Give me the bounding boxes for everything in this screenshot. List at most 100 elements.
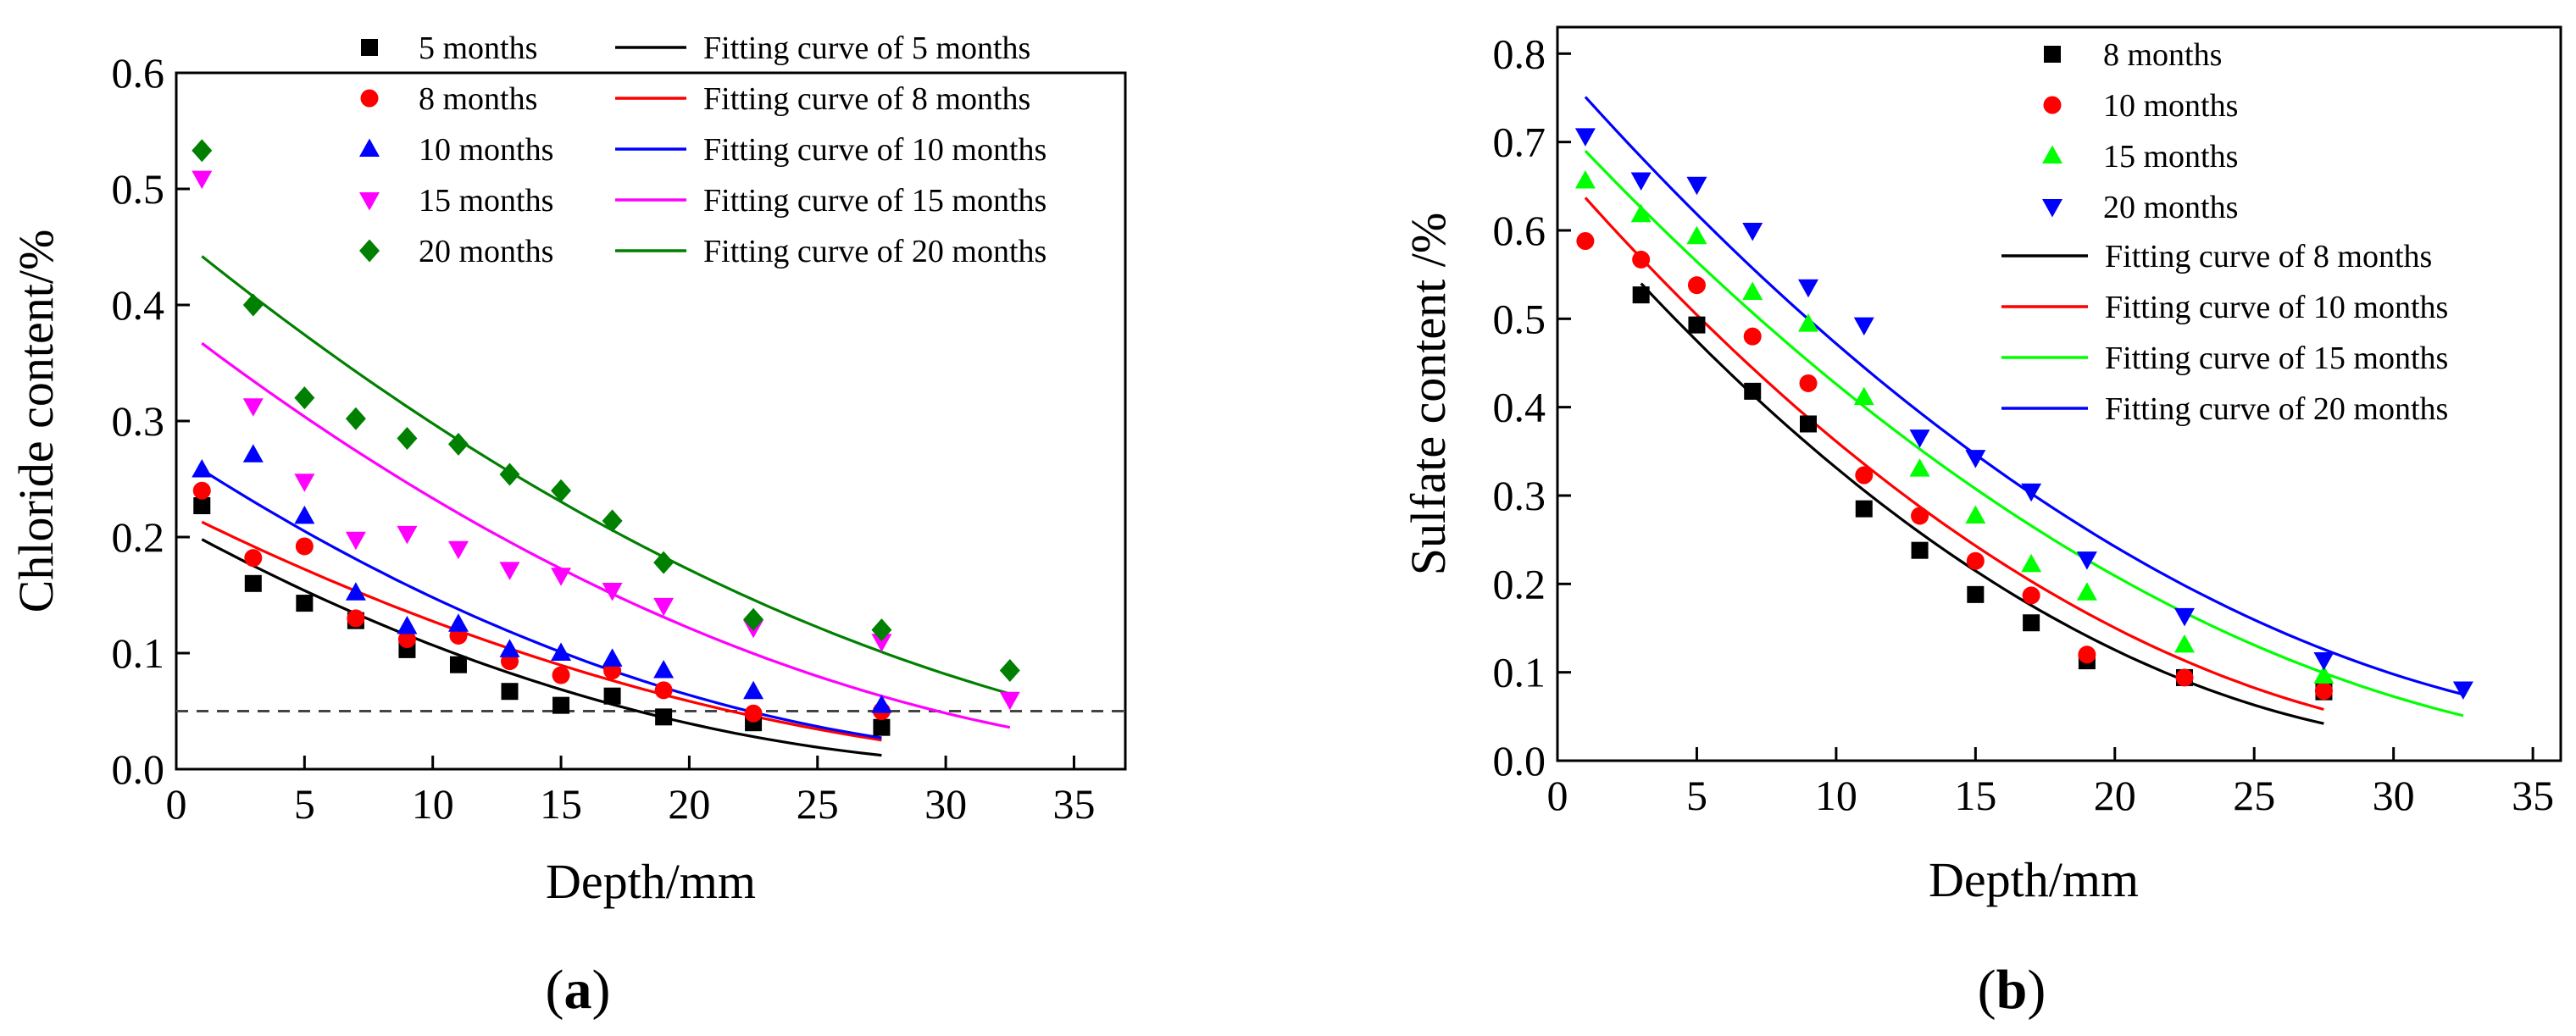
point-20-months bbox=[871, 618, 892, 642]
point-8-months bbox=[244, 549, 263, 568]
legend-label-fitting-curve-of-5-months: Fitting curve of 5 months bbox=[703, 30, 1030, 66]
data-points bbox=[1574, 128, 2473, 701]
y-tick-label: 0.4 bbox=[112, 281, 165, 329]
point-20-months bbox=[1686, 176, 1707, 196]
point-15-months bbox=[1798, 313, 1818, 332]
point-15-months bbox=[653, 597, 675, 617]
legend-label-20-months: 20 months bbox=[419, 234, 553, 269]
y-tick-label: 0.6 bbox=[1493, 207, 1546, 254]
y-tick-label: 0.1 bbox=[112, 629, 165, 677]
point-8-months bbox=[744, 704, 763, 723]
legend-label-fitting-curve-of-10-months: Fitting curve of 10 months bbox=[703, 132, 1046, 168]
panel-letter: a bbox=[564, 959, 592, 1021]
point-10-months bbox=[653, 660, 675, 679]
point-15-months bbox=[1853, 386, 1874, 406]
point-20-months bbox=[294, 386, 315, 410]
point-15-months bbox=[1742, 281, 1763, 301]
y-axis-title: Sulfate content /% bbox=[1401, 213, 1456, 575]
point-20-months bbox=[1630, 172, 1652, 191]
point-15-months bbox=[2313, 665, 2334, 684]
point-20-months bbox=[1742, 222, 1763, 241]
point-5-months bbox=[449, 656, 467, 673]
point-10-months bbox=[345, 582, 366, 601]
y-tick-label: 0.3 bbox=[1493, 472, 1546, 519]
point-15-months bbox=[447, 540, 469, 560]
y-tick-label: 0.0 bbox=[112, 745, 165, 793]
point-10-months bbox=[192, 459, 213, 478]
y-tick-label: 0.5 bbox=[1493, 295, 1546, 342]
point-15-months bbox=[499, 562, 520, 580]
x-tick-label: 30 bbox=[924, 780, 967, 828]
point-15-months bbox=[871, 634, 892, 652]
point-8-months bbox=[1688, 316, 1706, 334]
point-5-months bbox=[244, 574, 262, 592]
point-5-months bbox=[501, 683, 519, 701]
x-tick-label: 10 bbox=[412, 780, 454, 828]
point-20-months bbox=[1909, 429, 1930, 448]
point-15-months bbox=[602, 583, 623, 601]
point-10-months bbox=[1966, 551, 1985, 570]
point-20-months bbox=[447, 432, 469, 456]
point-10-months bbox=[294, 505, 315, 524]
legend-marker-10-months bbox=[359, 138, 380, 157]
panel-letter: b bbox=[1996, 959, 2028, 1021]
point-8-months bbox=[1800, 415, 1817, 433]
legend-label-15-months: 15 months bbox=[419, 183, 553, 219]
point-8-months bbox=[1967, 585, 1985, 603]
x-tick-label: 10 bbox=[1815, 772, 1857, 819]
legend-marker-8-months bbox=[2044, 46, 2061, 63]
x-axis: 0 5 10 15 20 25 30 35 bbox=[166, 756, 1095, 828]
y-tick-label: 0.8 bbox=[1493, 30, 1546, 77]
point-10-months bbox=[2175, 668, 2194, 687]
point-15-months bbox=[999, 691, 1020, 711]
fit-curves bbox=[201, 255, 1011, 757]
point-15-months bbox=[1686, 225, 1707, 245]
y-axis: 0.0 0.1 0.2 0.3 0.4 0.5 0.6 0.7 0.8 bbox=[1493, 30, 1571, 784]
legend-label-fitting-curve-of-8-months: Fitting curve of 8 months bbox=[703, 81, 1030, 117]
point-10-months bbox=[551, 642, 572, 661]
y-tick-label: 0.1 bbox=[1493, 649, 1546, 696]
point-10-months bbox=[499, 639, 520, 657]
legend-label-10-months: 10 months bbox=[419, 132, 553, 168]
point-10-months bbox=[1576, 231, 1595, 250]
legend-label-8-months: 8 months bbox=[419, 81, 537, 117]
point-15-months bbox=[2174, 634, 2195, 653]
legend-label-fitting-curve-of-8-months: Fitting curve of 8 months bbox=[2105, 239, 2432, 274]
point-20-months bbox=[1574, 128, 1596, 147]
legend-marker-10-months bbox=[2043, 96, 2062, 114]
fit-curve-fitting-curve-of-8-months bbox=[201, 520, 882, 742]
legend-marker-15-months bbox=[2042, 145, 2062, 163]
y-tick-label: 0.7 bbox=[1493, 119, 1546, 166]
plot-area-frame bbox=[1556, 25, 2562, 762]
point-10-months bbox=[1743, 327, 1762, 346]
plot-area-frame bbox=[175, 71, 1127, 771]
fit-curve-fitting-curve-of-5-months bbox=[201, 538, 882, 757]
point-8-months bbox=[1632, 286, 1650, 304]
point-10-months bbox=[242, 444, 264, 463]
point-20-months bbox=[743, 607, 764, 631]
legend: 5 months 8 months 10 months 15 months 20 mon… bbox=[359, 30, 1046, 269]
legend-label-10-months: 10 months bbox=[2103, 88, 2238, 124]
point-20-months bbox=[2174, 607, 2195, 627]
y-axis: 0.0 0.1 0.2 0.3 0.4 0.5 0.6 bbox=[112, 49, 190, 793]
point-10-months bbox=[1687, 276, 1706, 295]
x-axis-title: Depth/mm bbox=[1929, 852, 2139, 907]
point-20-months bbox=[653, 551, 675, 574]
point-5-months bbox=[603, 687, 621, 705]
point-5-months bbox=[193, 497, 211, 515]
point-8-months bbox=[1911, 541, 1929, 559]
point-5-months bbox=[552, 696, 570, 714]
point-10-months bbox=[2314, 682, 2333, 701]
point-20-months bbox=[397, 427, 418, 451]
y-tick-label: 0.2 bbox=[1493, 560, 1546, 607]
fit-curve-fitting-curve-of-15-months bbox=[1584, 149, 2464, 717]
point-15-months bbox=[1909, 458, 1930, 477]
point-10-months bbox=[743, 680, 764, 700]
fit-curve-fitting-curve-of-10-months bbox=[1584, 197, 2324, 712]
y-tick-label: 0.0 bbox=[1493, 737, 1546, 784]
data-points bbox=[192, 139, 1020, 736]
point-8-months bbox=[1855, 500, 1873, 518]
legend-label-8-months: 8 months bbox=[2103, 37, 2222, 73]
legend-label-20-months: 20 months bbox=[2103, 190, 2238, 225]
legend-label-fitting-curve-of-20-months: Fitting curve of 20 months bbox=[703, 234, 1046, 269]
